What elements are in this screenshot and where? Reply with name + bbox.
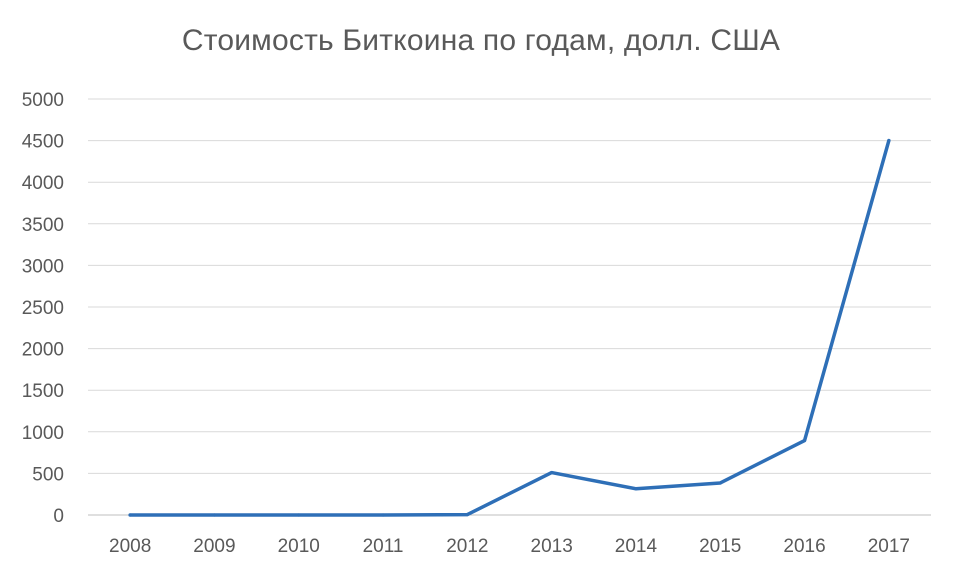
x-tick-label: 2016: [783, 536, 825, 557]
data-point: [887, 139, 891, 143]
y-tick-label: 3500: [22, 215, 64, 236]
gridlines: [88, 98, 931, 516]
x-tick-label: 2008: [109, 536, 151, 557]
x-tick-label: 2014: [615, 536, 658, 557]
data-point: [128, 513, 132, 517]
x-tick-label: 2017: [868, 536, 910, 557]
data-point: [550, 470, 554, 475]
data-point: [212, 513, 217, 517]
y-tick-label: 4500: [22, 132, 64, 153]
y-tick-label: 1500: [22, 381, 64, 402]
series-lines: [128, 138, 891, 517]
x-tick-label: 2012: [446, 536, 488, 557]
x-tick-label: 2009: [193, 536, 235, 557]
y-tick-label: 3000: [22, 256, 64, 277]
y-tick-label: 4000: [22, 173, 64, 194]
x-axis-tick-labels: 2008 2009 2010 2011 2012 2013 2014 2015 2016 2017: [109, 536, 910, 557]
y-tick-label: 0: [53, 506, 64, 527]
chart-title: Стоимость Биткоина по годам, долл. США: [181, 24, 781, 57]
data-point: [802, 438, 807, 443]
data-point: [718, 481, 722, 485]
y-axis-tick-labels: 0 500 1000 1500 2000 2500 3000 3500 4000 4500 5000: [22, 90, 64, 527]
series-line: [128, 138, 891, 517]
y-tick-label: 1000: [22, 423, 64, 444]
y-tick-label: 2500: [22, 298, 64, 319]
data-point: [381, 513, 385, 517]
y-tick-label: 5000: [22, 90, 64, 111]
y-tick-label: 2000: [22, 340, 64, 361]
data-point: [297, 513, 301, 517]
x-tick-label: 2010: [278, 536, 320, 557]
y-tick-label: 500: [32, 464, 64, 485]
x-tick-label: 2015: [699, 536, 741, 557]
x-tick-label: 2011: [363, 536, 404, 557]
data-point: [634, 487, 638, 491]
data-point: [465, 512, 469, 517]
x-tick-label: 2013: [531, 536, 573, 557]
